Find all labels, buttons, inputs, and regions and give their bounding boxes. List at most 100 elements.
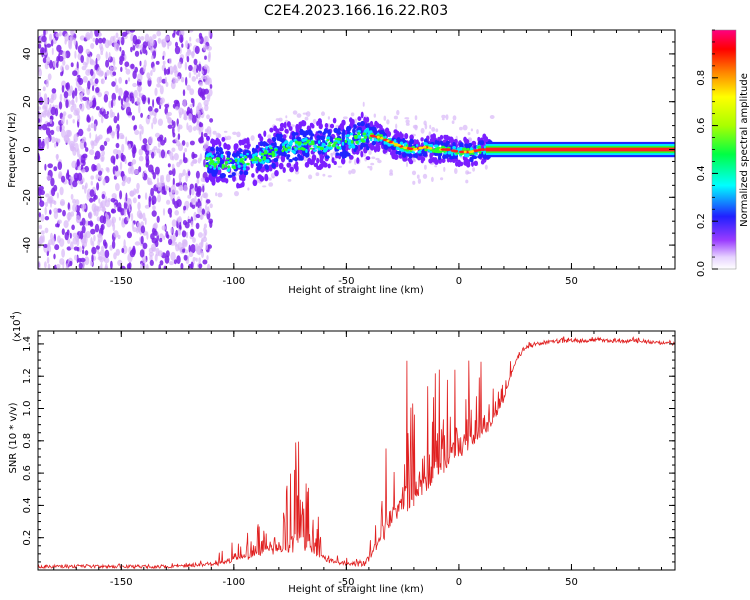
spectrogram-core-blob xyxy=(407,147,414,151)
spectrogram-noise-blob xyxy=(120,152,124,162)
spectrogram-ridge-blob xyxy=(370,144,375,150)
spectrogram-ridge-blob xyxy=(357,116,362,121)
spectrogram-noise-blob xyxy=(144,192,148,200)
spectrogram-noise-blob xyxy=(179,247,182,252)
spectrogram-noise-blob xyxy=(139,60,142,67)
spectrogram-noise-blob xyxy=(89,197,94,203)
spectrogram-noise-blob xyxy=(130,63,135,69)
spectrogram-noise-blob xyxy=(206,114,210,120)
spectrogram-ridge-blob xyxy=(327,136,331,139)
spectrogram-noise-blob xyxy=(100,245,105,252)
spectrogram-noise-blob xyxy=(159,104,162,110)
spectrogram-noise-blob xyxy=(161,38,167,48)
spectrogram-ridge-blob xyxy=(303,142,307,145)
spectrogram-ridge-blob xyxy=(309,160,314,166)
spectrogram-noise-blob xyxy=(66,246,72,251)
spectrogram-noise-blob xyxy=(118,76,123,84)
spectrogram-noise-blob xyxy=(66,229,70,236)
spectrogram-noise-blob xyxy=(133,144,136,153)
spectrogram-noise-blob xyxy=(63,134,70,142)
spectrogram-noise-blob xyxy=(118,87,123,97)
spectrogram-ridge-blob xyxy=(271,136,277,141)
spectrogram-ridge-blob xyxy=(334,137,338,140)
spectrogram-noise-blob xyxy=(54,244,60,251)
spectrogram-ridge-blob xyxy=(264,164,269,170)
spectrogram-scatter-blob xyxy=(312,118,317,125)
spectrogram-noise-blob xyxy=(81,184,85,190)
spectrogram-ridge-blob xyxy=(277,146,282,153)
spectrogram-ridge-blob xyxy=(294,156,298,162)
spectrogram-noise-blob xyxy=(192,257,196,262)
spectrogram-ridge-blob xyxy=(205,176,210,183)
spectrogram-noise-blob xyxy=(80,155,86,164)
spectrogram-noise-blob xyxy=(184,61,188,71)
spectrogram-noise-blob xyxy=(121,143,125,153)
spectrogram-noise-blob xyxy=(126,263,131,269)
spectrogram-ridge-blob xyxy=(341,141,345,146)
spectrogram-ridge-blob xyxy=(292,150,296,154)
spectrogram-noise-blob xyxy=(41,35,47,43)
spectrogram-ridge-blob xyxy=(252,179,258,187)
spectrogram-core-blob xyxy=(463,150,467,154)
spectrogram-noise-blob xyxy=(91,254,94,263)
spectrogram-noise-blob xyxy=(160,149,166,159)
spectrogram-ridge-blob xyxy=(285,150,288,154)
spectrogram-noise-blob xyxy=(192,126,197,132)
spectrogram-ridge-blob xyxy=(258,158,262,162)
spectrogram-noise-blob xyxy=(104,39,110,49)
spectrogram-noise-blob xyxy=(80,257,86,263)
spectrogram-noise-blob xyxy=(125,97,130,106)
spectrogram-ridge-blob xyxy=(316,165,321,170)
spectrogram-noise-blob xyxy=(184,249,189,254)
spectrogram-noise-blob xyxy=(115,142,120,149)
spectrogram-ridge-blob xyxy=(251,160,256,164)
spectrogram-noise-blob xyxy=(157,141,161,148)
spectrogram-noise-blob xyxy=(182,248,186,253)
spectrogram-noise-blob xyxy=(134,124,138,130)
spectrogram-noise-blob xyxy=(154,112,157,118)
spectrogram-ridge-blob xyxy=(269,127,274,133)
spectrogram-noise-blob xyxy=(67,202,71,210)
spectrogram-ridge-blob xyxy=(255,157,260,160)
spectrogram-noise-blob xyxy=(96,182,100,191)
spectrogram-noise-blob xyxy=(102,206,106,213)
spectrogram-noise-blob xyxy=(133,188,137,196)
spectrogram-noise-blob xyxy=(72,70,78,77)
spectrogram-noise-blob xyxy=(54,108,59,117)
spectrogram-noise-blob xyxy=(180,262,184,269)
spectrogram-scatter-blob xyxy=(292,110,298,115)
spectrogram-noise-blob xyxy=(167,43,170,50)
spectrogram-ridge-blob xyxy=(242,164,247,168)
spectrogram-noise-blob xyxy=(125,79,128,85)
spectrogram-noise-blob xyxy=(70,241,74,250)
spectrogram-noise-blob xyxy=(203,88,209,95)
spectrogram-noise-blob xyxy=(191,188,195,196)
spectrogram-noise-blob xyxy=(138,166,142,173)
spectrogram-noise-blob xyxy=(58,173,61,179)
spectrogram-noise-blob xyxy=(66,212,72,221)
x-tick-label: 50 xyxy=(565,577,578,588)
spectrogram-noise-blob xyxy=(177,76,181,81)
spectrogram-noise-blob xyxy=(51,88,57,94)
spectrogram-noise-blob xyxy=(150,187,155,197)
spectrogram-ridge-blob xyxy=(424,148,428,152)
spectrogram-ridge-blob xyxy=(466,159,471,164)
spectrogram-ridge-blob xyxy=(401,152,407,158)
spectrogram-ridge-blob xyxy=(262,147,265,151)
snr-content xyxy=(38,336,675,570)
snr-exponent-label: (x104) xyxy=(9,311,23,342)
spectrogram-noise-blob xyxy=(110,198,116,203)
spectrogram-noise-blob xyxy=(151,55,154,60)
spectrogram-core-blob xyxy=(473,149,480,152)
spectrogram-noise-blob xyxy=(80,55,84,63)
spectrogram-noise-blob xyxy=(190,261,194,269)
spectrogram-noise-blob xyxy=(38,66,41,72)
spectrogram-scatter-blob xyxy=(354,159,357,165)
spectrogram-noise-blob xyxy=(50,39,54,47)
spectrogram-ridge-blob xyxy=(268,166,273,172)
spectrogram-noise-blob xyxy=(156,30,162,37)
spectrogram-noise-blob xyxy=(70,105,74,113)
spectrogram-noise-blob xyxy=(139,132,142,141)
spectrogram-noise-blob xyxy=(204,80,210,85)
spectrogram-noise-blob xyxy=(53,166,58,172)
